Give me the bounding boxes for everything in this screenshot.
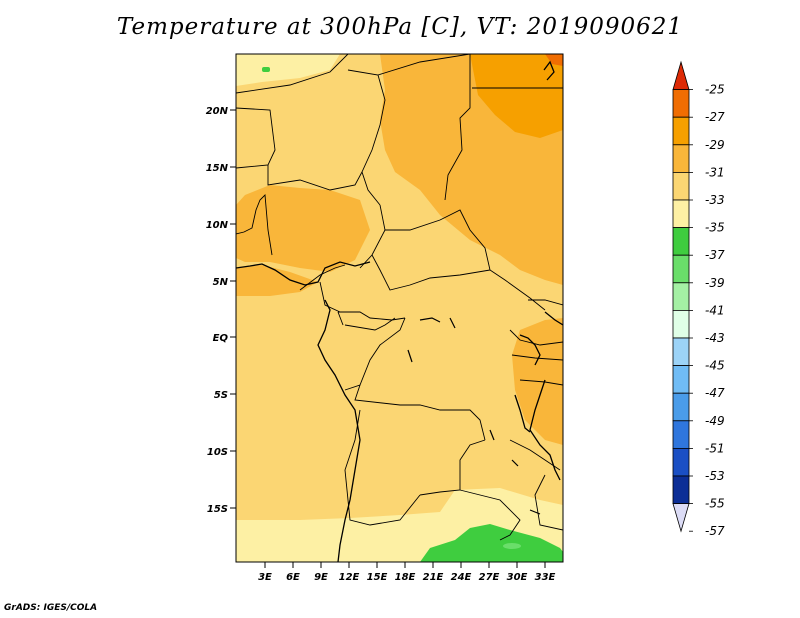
colorbar-label: -29	[705, 138, 725, 152]
colorbar-swatch	[672, 365, 690, 394]
lon-label: 6E	[286, 572, 300, 583]
colorbar-label: -55	[705, 497, 725, 511]
lon-label: 24E	[451, 572, 472, 583]
colorbar-label: -41	[705, 303, 725, 317]
colorbar-label: -33	[705, 193, 725, 207]
colorbar-arrow-bottom	[672, 503, 690, 533]
field-29-to-27	[470, 54, 563, 138]
lon-label: 30E	[507, 572, 528, 583]
lon-label: 3E	[258, 572, 272, 583]
lat-label: 15N	[206, 163, 229, 174]
colorbar-swatch	[672, 254, 690, 284]
colorbar-label: -45	[705, 359, 725, 373]
colorbar-swatch	[672, 282, 690, 311]
lon-label: 9E	[314, 572, 328, 583]
colorbar-swatch	[672, 89, 690, 118]
colorbar-swatch	[672, 144, 690, 173]
lat-label: 20N	[206, 106, 229, 117]
colorbar-label: -43	[705, 331, 725, 345]
lon-label: 27E	[479, 572, 500, 583]
field-39-to-37	[503, 543, 521, 549]
colorbar-label: -27	[705, 110, 725, 124]
field-37-to-35-north	[262, 67, 270, 72]
colorbar-swatch	[672, 447, 690, 477]
colorbar-label: -53	[705, 469, 725, 483]
lon-label: 18E	[395, 572, 416, 583]
colorbar-label: -31	[705, 165, 725, 179]
colorbar-swatch	[672, 420, 690, 449]
lat-label: 10N	[206, 220, 229, 231]
grads-credit: GrADS: IGES/COLA	[4, 603, 98, 613]
chart-title: Temperature at 300hPa [C], VT: 201909062…	[116, 14, 684, 40]
colorbar-label: -39	[705, 276, 725, 290]
colorbar-swatch	[672, 337, 690, 367]
field-35-to-33-north	[236, 54, 340, 86]
lon-label: 12E	[339, 572, 360, 583]
lat-label: 5N	[213, 277, 229, 288]
colorbar-label: -47	[705, 386, 725, 400]
lat-label: 5S	[214, 390, 228, 401]
lon-label: 15E	[367, 572, 388, 583]
colorbar: -25 -27 -29 -31 -33 -35 -37 -39 -41 -43 -45 -47 -49 -…	[672, 60, 725, 538]
inland-lakes	[407, 317, 541, 515]
lat-label: 15S	[207, 504, 228, 515]
colorbar-label: -25	[705, 83, 725, 97]
temperature-field	[236, 54, 563, 562]
colorbar-swatch	[672, 227, 690, 256]
colorbar-label: -37	[705, 248, 725, 262]
latitude-axis: 20N 15N 10N 5N EQ 5S 10S 15S	[206, 106, 236, 515]
colorbar-swatch	[672, 171, 690, 201]
colorbar-swatch	[672, 199, 690, 229]
colorbar-swatch	[672, 392, 690, 422]
colorbar-label: -57	[705, 524, 725, 538]
field-27-to-25	[545, 54, 563, 66]
field-31-to-29-coast	[236, 265, 318, 296]
colorbar-label: -49	[705, 414, 725, 428]
country-borders	[236, 54, 563, 541]
map-frame	[235, 53, 564, 563]
field-37-to-35	[420, 524, 563, 562]
longitude-axis: 3E 6E 9E 12E 15E 18E 21E 24E 27E 30E 33E	[258, 562, 556, 583]
lon-label: 33E	[535, 572, 556, 583]
field-31-to-29-west	[236, 185, 370, 272]
colorbar-label: -51	[705, 441, 725, 455]
colorbar-label: -35	[705, 221, 725, 235]
colorbar-swatch	[672, 309, 690, 339]
lon-label: 21E	[423, 572, 444, 583]
coastlines	[236, 60, 563, 562]
lat-label: 10S	[207, 447, 228, 458]
colorbar-swatch	[672, 475, 690, 505]
lat-label: EQ	[213, 333, 229, 344]
colorbar-arrow-top	[672, 60, 690, 90]
colorbar-swatch	[672, 116, 690, 146]
